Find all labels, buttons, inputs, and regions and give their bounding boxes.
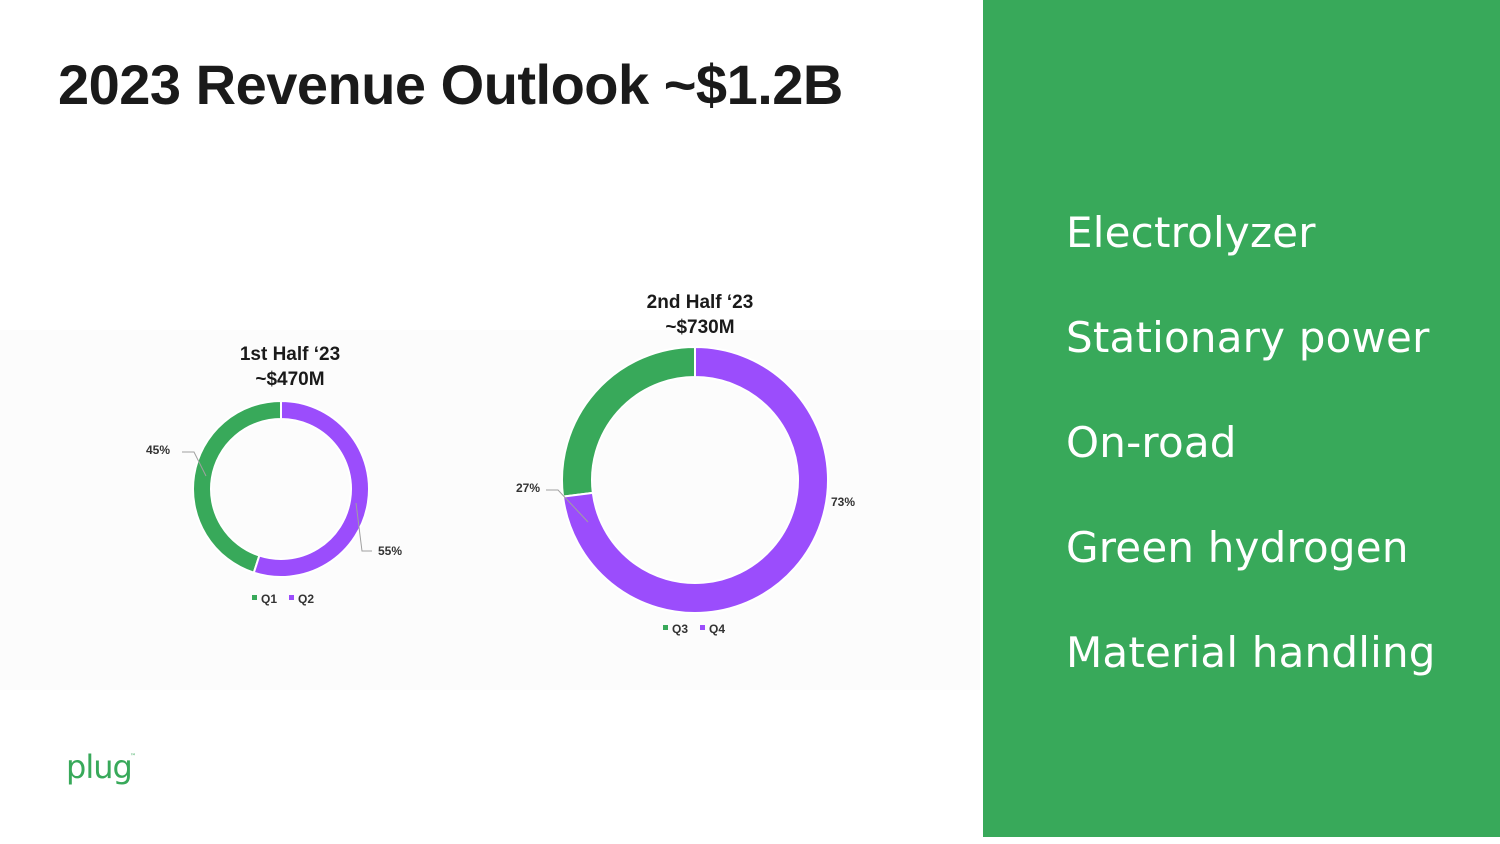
data-label: 45%: [146, 443, 170, 457]
segment-item-electrolyzer: Electrolyzer: [1066, 208, 1316, 257]
chart-2nd-half: 2nd Half ‘23 ~$730M 27% 73% Q3 Q4: [516, 292, 855, 636]
slide-title: 2023 Revenue Outlook ~$1.2B: [58, 53, 843, 116]
chart-subtitle: ~$730M: [665, 317, 734, 338]
legend-swatch: [700, 625, 705, 630]
segment-list: Electrolyzer Stationary power On-road Gr…: [1066, 180, 1436, 705]
legend-swatch: [663, 625, 668, 630]
plug-logo-trademark: ™: [130, 753, 136, 760]
chart-title: 1st Half ‘23: [240, 344, 340, 365]
donut-slice-q1: [192, 399, 282, 574]
data-label: 73%: [831, 495, 855, 509]
leader-line: [355, 502, 372, 552]
plug-logo: plug ™: [66, 748, 136, 786]
segment-item-on-road: On-road: [1066, 418, 1237, 467]
chart-1st-half: 1st Half ‘23 ~$470M 45% 55% Q1 Q2: [146, 344, 402, 606]
legend-swatch: [252, 595, 257, 600]
donut-slice-q2: [252, 399, 370, 578]
legend-swatch: [289, 595, 294, 600]
data-label: 27%: [516, 481, 540, 495]
donut-slice-q3: [561, 345, 696, 498]
donut-charts: 1st Half ‘23 ~$470M 45% 55% Q1 Q2 2nd Half …: [146, 292, 855, 636]
plug-logo-wordmark: plug: [66, 748, 132, 786]
donut-slice-q4: [561, 345, 829, 614]
segment-item-material-handling: Material handling: [1066, 628, 1436, 677]
legend-label: Q2: [298, 592, 314, 606]
leader-line: [546, 489, 589, 523]
legend-label: Q4: [709, 622, 725, 636]
segment-item-green-hydrogen: Green hydrogen: [1066, 523, 1409, 572]
legend-label: Q3: [672, 622, 688, 636]
legend-label: Q1: [261, 592, 277, 606]
chart-subtitle: ~$470M: [255, 369, 324, 390]
leader-line: [182, 451, 207, 477]
data-label: 55%: [378, 544, 402, 558]
side-panel: Electrolyzer Stationary power On-road Gr…: [983, 0, 1500, 837]
segment-item-stationary-power: Stationary power: [1066, 313, 1430, 362]
chart-title: 2nd Half ‘23: [647, 292, 754, 313]
